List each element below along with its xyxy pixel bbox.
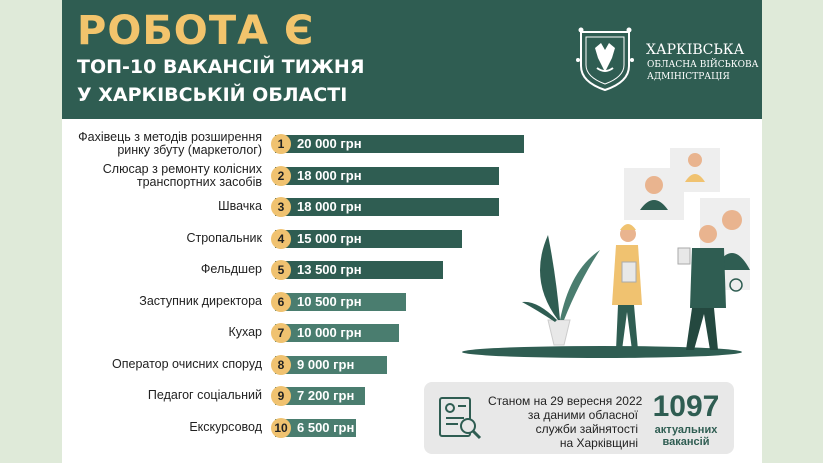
- row-label: Заступник директора: [62, 293, 262, 308]
- salary-bar: [275, 324, 399, 342]
- salary-value: 9 000 грн: [297, 356, 355, 372]
- row-label: Стропальник: [62, 230, 262, 245]
- info-text: Станом на 29 вересня 2022 за даними обла…: [488, 394, 643, 450]
- row-label-line: Фельдшер: [200, 262, 262, 276]
- rank-badge: 1: [271, 134, 291, 154]
- rank-badge: 3: [271, 197, 291, 217]
- document-search-icon: [439, 397, 482, 440]
- rank-badge: 10: [271, 417, 291, 438]
- salary-value: 18 000 грн: [297, 167, 362, 183]
- caption-line1: актуальних: [654, 424, 718, 436]
- header-banner: РОБОТА Є ТОП-10 ВАКАНСІЙ ТИЖНЯ У ХАРКІВС…: [62, 0, 762, 119]
- row-label: Оператор очисних споруд: [62, 356, 262, 371]
- salary-bar: [275, 387, 365, 405]
- infographic-card: РОБОТА Є ТОП-10 ВАКАНСІЙ ТИЖНЯ У ХАРКІВС…: [62, 0, 762, 463]
- org-name-line1: ХАРКІВСЬКА: [646, 42, 745, 58]
- salary-value: 10 000 грн: [297, 325, 362, 340]
- row-label: Фахівець з методів розширення ринку збуту…: [62, 131, 262, 157]
- salary-bar: [275, 135, 524, 153]
- row-label-line: Слюсар з ремонту колісних: [102, 161, 262, 176]
- salary-bar: [275, 292, 406, 311]
- vacancy-count: 1097: [652, 390, 720, 423]
- row-label: Слюсар з ремонту колісних транспортних за…: [62, 161, 262, 189]
- info-line1: Станом на 29 вересня 2022: [488, 394, 643, 408]
- info-line4: на Харківщині: [559, 436, 638, 450]
- salary-value: 13 500 грн: [297, 262, 362, 277]
- salary-bar: [275, 198, 499, 216]
- info-box: Станом на 29 вересня 2022 за даними обла…: [424, 382, 734, 454]
- salary-value: 10 500 грн: [297, 293, 362, 309]
- salary-bar: [275, 355, 387, 374]
- rank-badge: 9: [271, 386, 291, 406]
- salary-value: 7 200 грн: [297, 388, 355, 403]
- salary-bar: [275, 166, 499, 185]
- row-label-line: транспортних засобів: [136, 174, 262, 189]
- rank-badge: 7: [271, 323, 291, 343]
- row-label: Педагог соціальний: [62, 389, 262, 402]
- row-label: Екскурсовод: [62, 419, 262, 434]
- row-label-line: Оператор очисних споруд: [112, 356, 262, 371]
- rank-badge: 4: [271, 228, 291, 249]
- row-label-line: Педагог соціальний: [147, 388, 262, 402]
- rank-badge: 5: [271, 260, 291, 280]
- vacancy-count-caption: актуальних вакансій: [646, 424, 726, 448]
- row-label-line: ринку збуту (маркетолог): [117, 143, 262, 157]
- salary-value: 15 000 грн: [297, 230, 362, 246]
- row-label-line: Екскурсовод: [189, 419, 262, 434]
- caption-line2: вакансій: [662, 436, 710, 448]
- kharkiv-coat-of-arms-icon: [576, 27, 634, 92]
- info-line2: за даними обласної: [527, 408, 638, 422]
- page-title: РОБОТА Є: [77, 8, 315, 54]
- salary-bar: [275, 229, 462, 248]
- salary-value: 18 000 грн: [297, 199, 362, 214]
- row-label-line: Заступник директора: [139, 293, 262, 308]
- salary-bar: [275, 261, 443, 279]
- page-subtitle-line1: ТОП-10 ВАКАНСІЙ ТИЖНЯ: [77, 56, 365, 78]
- row-label: Швачка: [62, 200, 262, 213]
- org-name-line3: АДМІНІСТРАЦІЯ: [647, 72, 730, 82]
- rank-badge: 8: [271, 354, 291, 375]
- row-label-line: Кухар: [228, 325, 262, 339]
- salary-bar: [275, 418, 356, 437]
- salary-value: 20 000 грн: [297, 136, 362, 151]
- info-line3: служби зайнятості: [535, 422, 638, 436]
- page-subtitle-line2: У ХАРКІВСЬКІЙ ОБЛАСТІ: [77, 84, 348, 106]
- row-label-line: Фахівець з методів розширення: [78, 130, 262, 144]
- org-name-line2: ОБЛАСНА ВІЙСЬКОВА: [647, 60, 759, 70]
- salary-value: 6 500 грн: [297, 419, 355, 435]
- row-label: Кухар: [62, 326, 262, 339]
- rank-badge: 6: [271, 291, 291, 312]
- rank-badge: 2: [271, 165, 291, 186]
- row-label-line: Швачка: [218, 199, 262, 213]
- row-label-line: Стропальник: [186, 230, 262, 245]
- recruiting-illustration: [462, 148, 750, 358]
- row-label: Фельдшер: [62, 263, 262, 276]
